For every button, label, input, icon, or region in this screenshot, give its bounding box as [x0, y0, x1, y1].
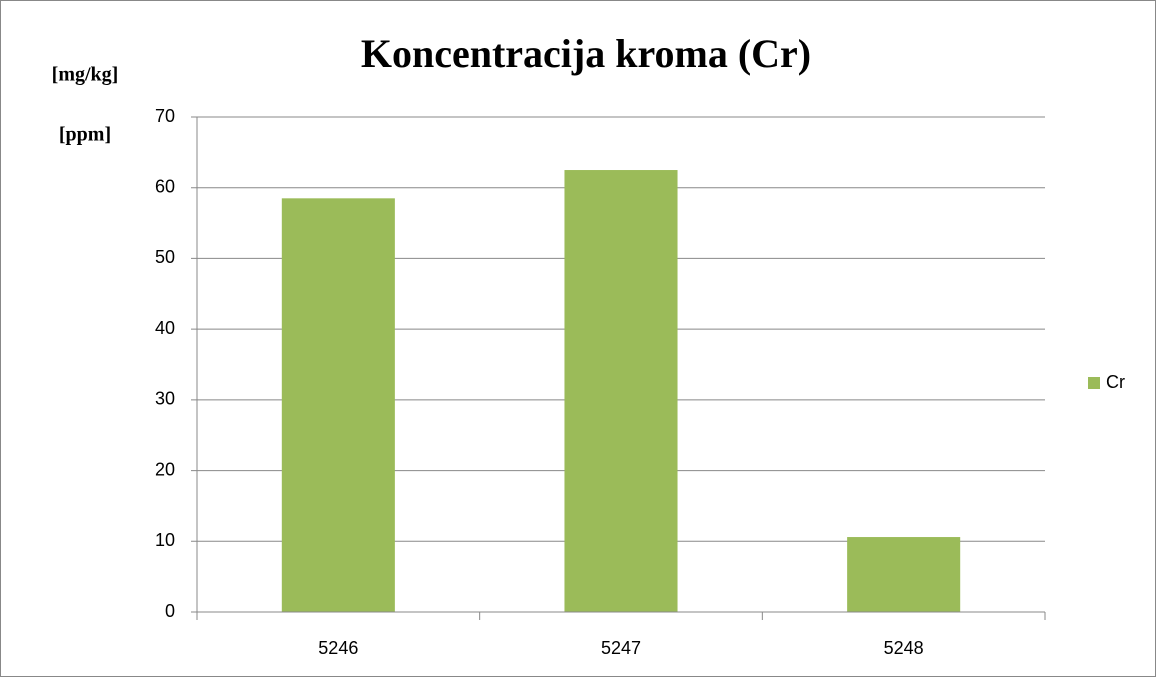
y-axis-label: [ppm]: [59, 124, 111, 146]
y-tick-label: 30: [155, 389, 175, 409]
y-tick-label: 50: [155, 247, 175, 267]
y-tick-label: 0: [165, 601, 175, 621]
x-tick-label: 5247: [601, 638, 641, 658]
y-tick-label: 10: [155, 530, 175, 550]
legend-label: Cr: [1106, 372, 1125, 392]
x-tick-label: 5248: [884, 638, 924, 658]
y-axis-label: [mg/kg]: [52, 64, 119, 86]
bar: [281, 198, 395, 613]
bar: [564, 170, 678, 613]
x-tick-label: 5246: [318, 638, 358, 658]
bar: [847, 537, 961, 612]
chart-title: Koncentracija kroma (Cr): [361, 31, 811, 76]
y-tick-label: 40: [155, 318, 175, 338]
y-tick-label: 20: [155, 459, 175, 479]
legend-swatch: [1088, 377, 1100, 389]
y-tick-label: 60: [155, 176, 175, 196]
y-tick-label: 70: [155, 106, 175, 126]
